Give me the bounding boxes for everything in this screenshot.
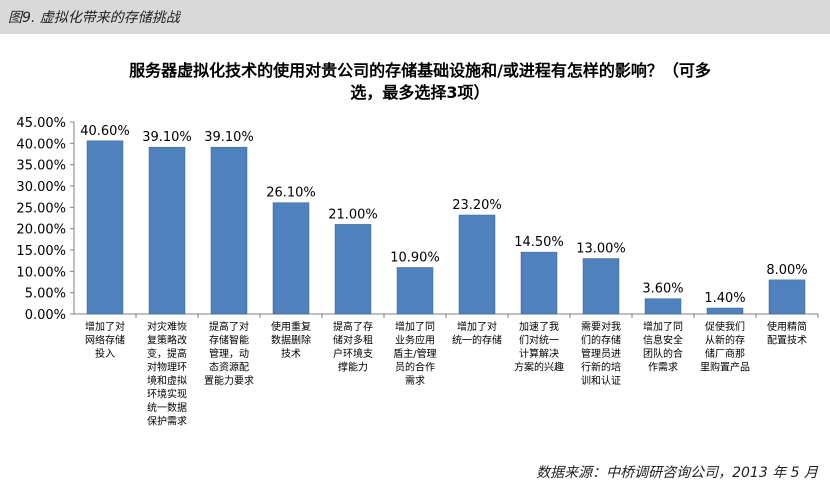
x-category-label: 统一的存储 <box>452 334 502 347</box>
bar-value-label: 23.20% <box>452 198 502 213</box>
chart-title-line-1: 服务器虚拟化技术的使用对贵公司的存储基础设施和/或进程有怎样的影响？（可多 <box>129 61 711 80</box>
x-category-label: 计算解决 <box>519 347 559 360</box>
x-category-label: 复策略改 <box>147 334 187 347</box>
bar-value-label: 40.60% <box>80 124 130 139</box>
x-category-label: 们对统一 <box>519 334 559 347</box>
x-category-label: 增加了同 <box>643 320 683 333</box>
x-category-label: 提高了存 <box>333 320 373 333</box>
x-category-label: 行新的培 <box>581 361 621 374</box>
x-category-label: 户环境支 <box>333 347 373 360</box>
bar-value-label: 3.60% <box>642 282 683 297</box>
x-category-label: 使用重复 <box>271 320 311 333</box>
x-category-label: 提高了对 <box>209 320 249 333</box>
bar <box>768 279 806 315</box>
x-category-label: 训和认证 <box>581 374 621 387</box>
x-category-label: 增加了对 <box>85 320 125 333</box>
x-category-label: 储对多租 <box>333 334 373 347</box>
x-category-label: 信息安全 <box>643 334 683 347</box>
x-category-label: 存储智能 <box>209 334 249 347</box>
bar-value-label: 8.00% <box>766 263 807 278</box>
bar <box>334 224 372 315</box>
bar <box>210 146 248 315</box>
x-category-label: 盾主/管理 <box>393 347 436 360</box>
x-category-label: 促使我们 <box>705 320 745 333</box>
x-category-label: 置能力要求 <box>204 374 254 387</box>
x-category-label: 变，提高 <box>147 347 187 360</box>
bar-value-label: 26.10% <box>266 186 316 201</box>
x-category-label: 增加了对 <box>457 320 497 333</box>
bar <box>706 307 744 315</box>
x-category-label: 团队的合 <box>643 347 683 360</box>
figure-header-bar <box>0 0 830 34</box>
y-tick-label: 40.00% <box>16 137 66 152</box>
x-category-label: 撑能力 <box>338 361 368 374</box>
x-category-label: 数据删除 <box>271 334 311 347</box>
y-tick-label: 10.00% <box>16 265 66 280</box>
bar-value-label: 39.10% <box>142 130 192 145</box>
x-category-label: 需要对我 <box>581 320 621 333</box>
y-tick-label: 25.00% <box>16 201 66 216</box>
x-category-label: 投入 <box>95 347 115 360</box>
y-tick-label: 0.00% <box>25 308 66 323</box>
x-category-label: 对物理环 <box>147 361 187 374</box>
x-category-label: 业务应用 <box>395 334 435 347</box>
bar <box>520 251 558 315</box>
y-tick-label: 5.00% <box>25 287 66 302</box>
bar-value-label: 13.00% <box>576 242 626 257</box>
data-source-note: 数据来源：中桥调研咨询公司，2013 年 5 月 <box>536 465 818 481</box>
x-category-label: 境和虚拟 <box>147 374 187 387</box>
x-category-label: 员的合作 <box>395 361 435 374</box>
bar-value-label: 10.90% <box>390 250 440 265</box>
bar <box>272 202 310 315</box>
x-category-label: 作需求 <box>648 362 678 374</box>
x-category-label: 从新的存 <box>705 334 745 347</box>
bar-value-label: 21.00% <box>328 207 378 222</box>
x-category-label: 增加了同 <box>395 320 435 333</box>
x-category-label: 保护需求 <box>147 415 187 428</box>
x-category-label: 方案的兴趣 <box>514 361 564 374</box>
bar <box>458 214 496 315</box>
bar-value-label: 14.50% <box>514 235 564 250</box>
bar-value-label: 1.40% <box>704 291 745 306</box>
bar <box>582 258 620 315</box>
bar <box>644 298 682 315</box>
bar-value-label: 39.10% <box>204 130 254 145</box>
x-category-label: 需求 <box>405 375 425 387</box>
y-tick-label: 20.00% <box>16 223 66 238</box>
x-category-label: 技术 <box>281 347 301 360</box>
x-category-label: 使用精简 <box>767 320 807 333</box>
y-tick-label: 15.00% <box>16 244 66 259</box>
bar <box>148 146 186 315</box>
x-category-label: 环境实现 <box>147 388 187 401</box>
x-category-label: 储厂商那 <box>705 347 745 360</box>
bar <box>86 140 124 315</box>
y-tick-label: 30.00% <box>16 180 66 195</box>
x-category-label: 统一数据 <box>147 401 187 414</box>
x-category-label: 里购置产品 <box>700 361 750 374</box>
figure-label: 图9. 虚拟化带来的存储挑战 <box>8 10 180 26</box>
y-tick-label: 35.00% <box>16 159 66 174</box>
x-category-label: 们的存储 <box>581 334 621 347</box>
chart-title: 服务器虚拟化技术的使用对贵公司的存储基础设施和/或进程有怎样的影响？（可多 选，… <box>80 60 760 104</box>
chart-title-line-2: 选，最多选择3项） <box>350 83 490 102</box>
x-category-label: 加速了我 <box>519 321 559 333</box>
x-category-label: 网络存储 <box>85 334 125 347</box>
bar <box>396 267 434 315</box>
x-category-label: 管理，动 <box>209 347 249 360</box>
x-category-label: 管理员进 <box>581 347 621 360</box>
x-category-label: 对灾难恢 <box>147 320 187 333</box>
x-category-label: 配置技术 <box>767 334 807 347</box>
y-tick-label: 45.00% <box>16 116 66 131</box>
x-category-label: 态资源配 <box>209 361 249 374</box>
